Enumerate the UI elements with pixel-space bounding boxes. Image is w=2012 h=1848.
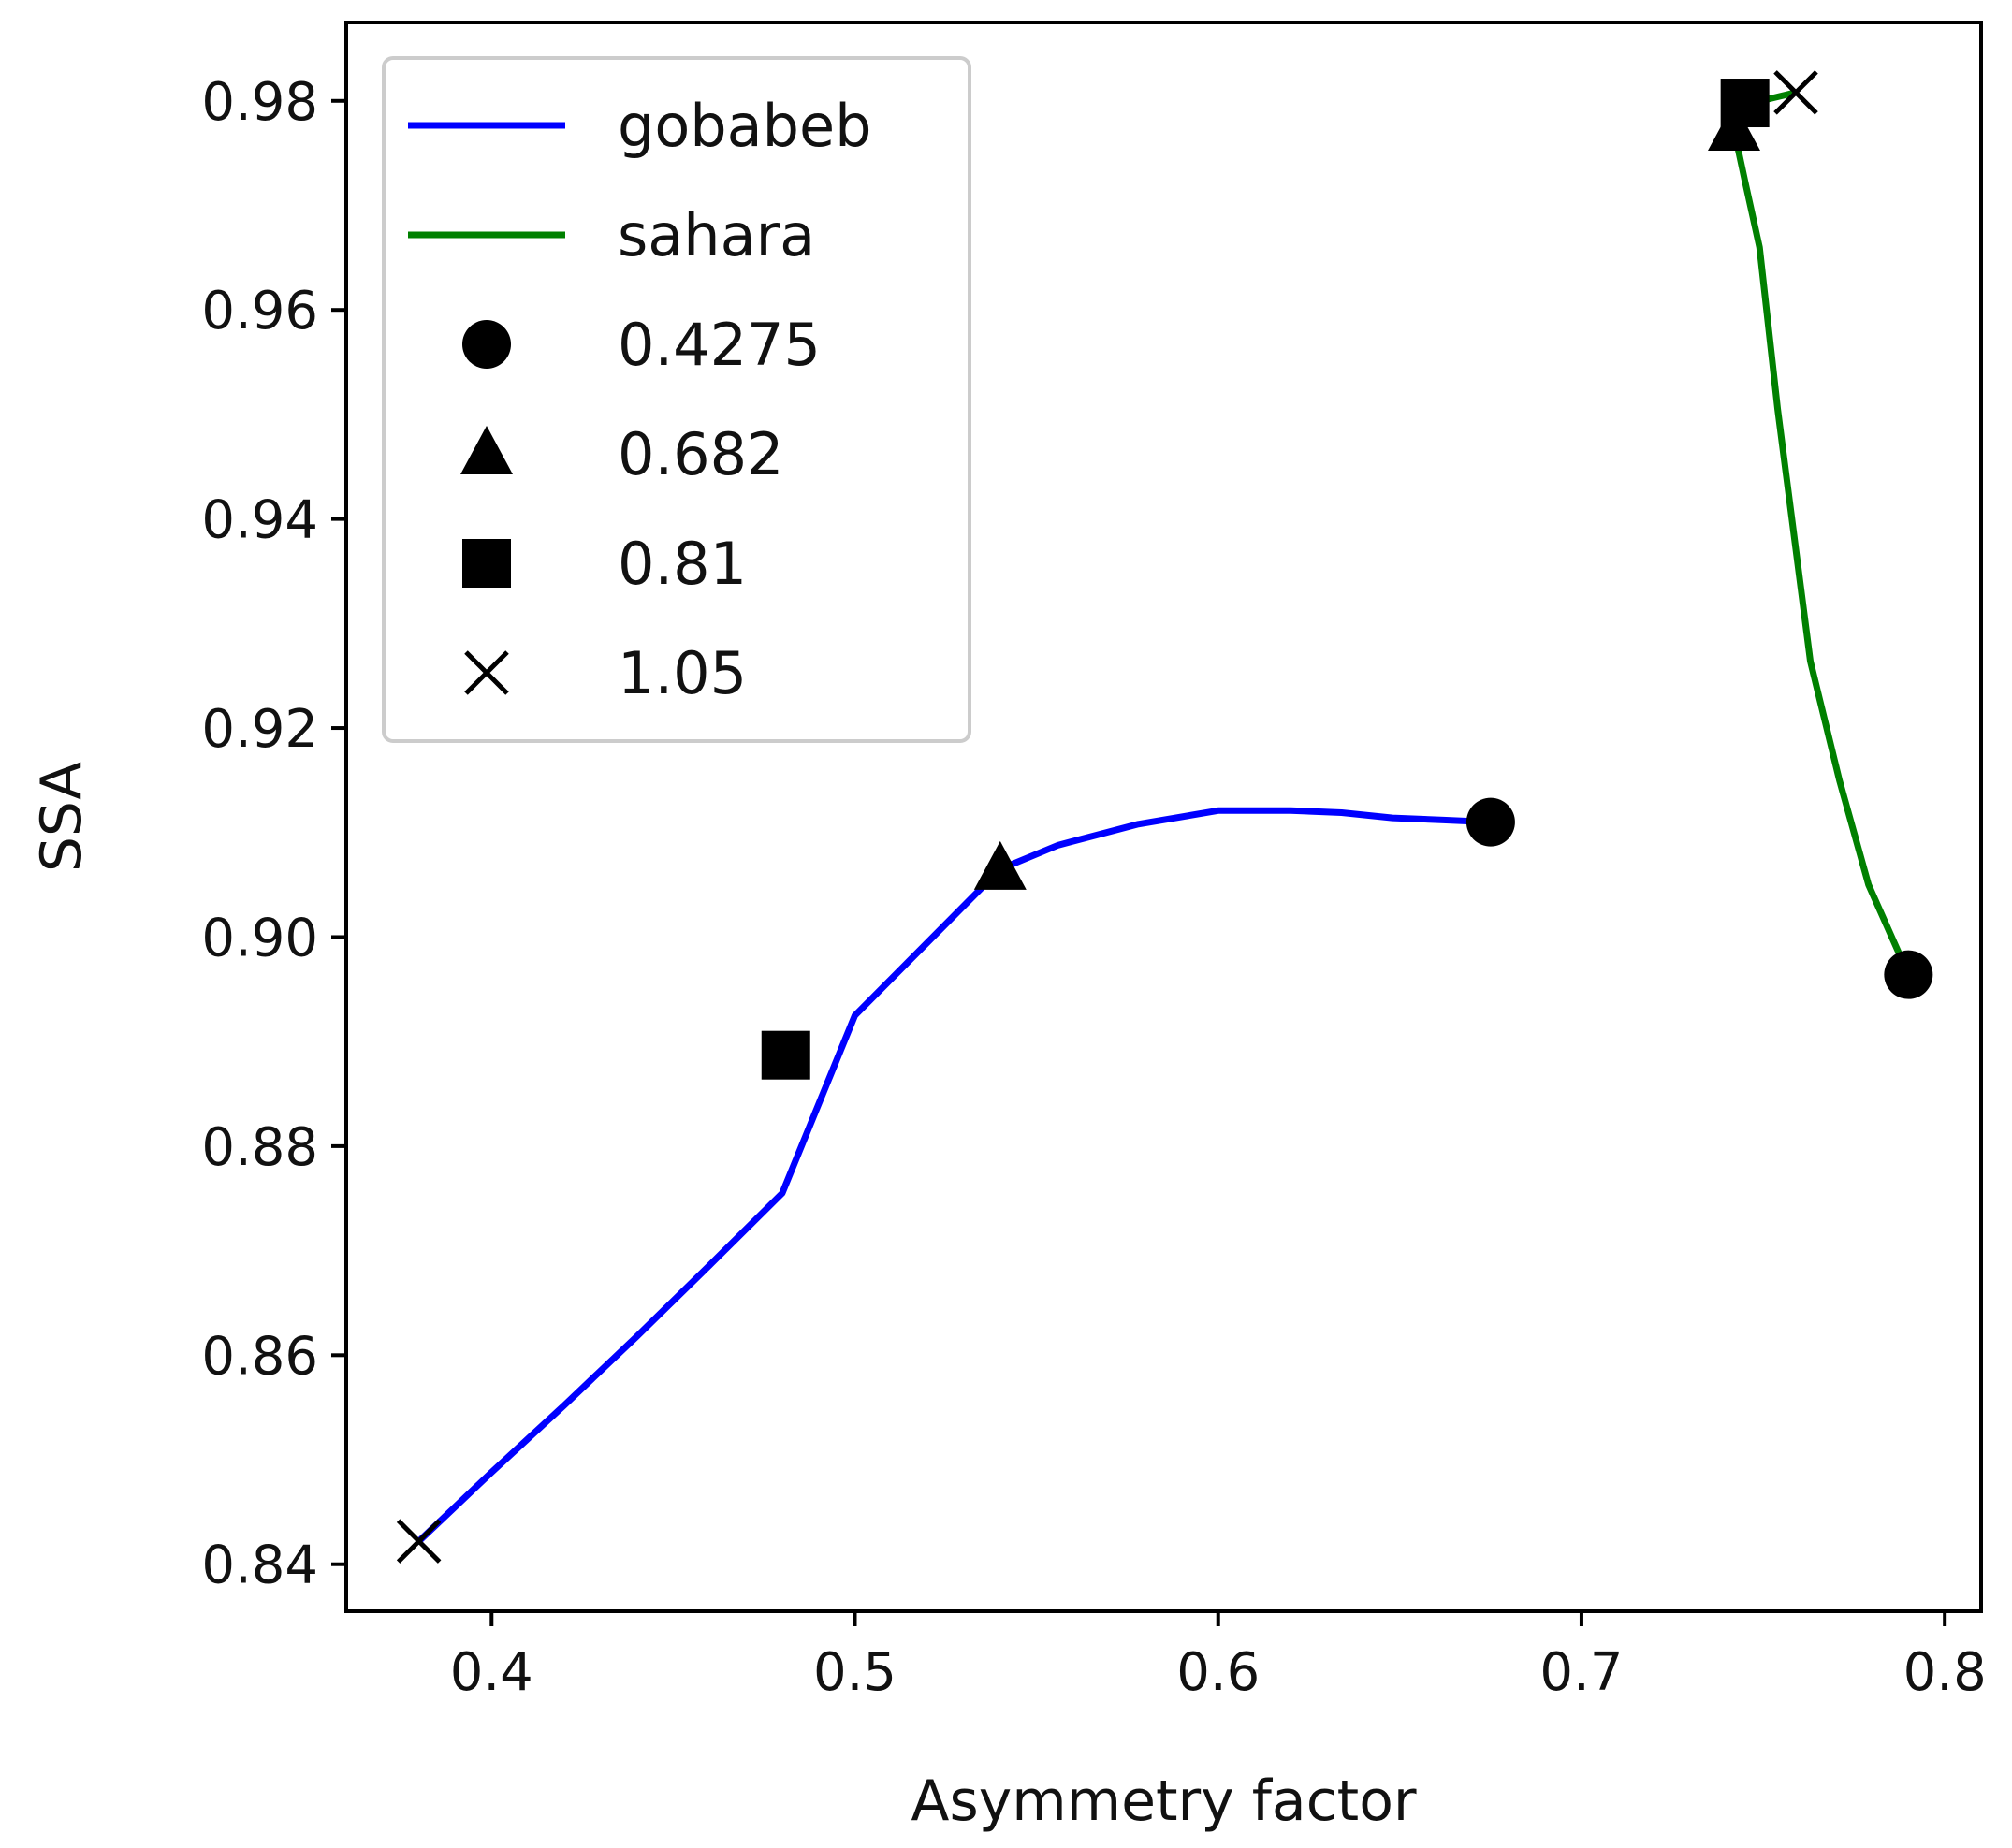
y-tick-label: 0.86	[201, 1326, 318, 1387]
marker-x-sahara	[1773, 70, 1818, 115]
legend-marker-circle	[462, 320, 511, 369]
legend-label: gobabeb	[618, 92, 872, 160]
marker-x-gobabeb	[396, 1519, 442, 1564]
legend-marker-square	[462, 539, 511, 588]
x-tick-label: 0.7	[1539, 1642, 1623, 1703]
y-axis-label: SSA	[29, 762, 95, 872]
legend-marker-x	[464, 650, 509, 695]
plot-markers	[396, 70, 1933, 1564]
x-axis-label: Asymmetry factor	[911, 1768, 1417, 1834]
legend-marker-triangle	[460, 426, 513, 474]
legend-label: 0.81	[618, 530, 747, 598]
y-tick-label: 0.90	[201, 908, 318, 968]
x-axis: 0.4 0.5 0.6 0.7 0.8	[450, 1611, 1987, 1703]
legend-label: 0.682	[618, 420, 784, 488]
y-tick-label: 0.84	[201, 1535, 318, 1596]
legend-label: sahara	[618, 201, 815, 269]
plot-frame	[344, 21, 1983, 1613]
marker-circle-sahara	[1884, 950, 1933, 999]
legend-label: 0.4275	[618, 311, 821, 379]
y-tick-label: 0.94	[201, 490, 318, 551]
x-tick-label: 0.6	[1176, 1642, 1260, 1703]
y-tick-label: 0.88	[201, 1117, 318, 1178]
y-axis: 0.84 0.86 0.88 0.90 0.92 0.94 0.96 0.98	[201, 72, 346, 1596]
y-tick-label: 0.96	[201, 281, 318, 342]
legend-label: 1.05	[618, 639, 747, 707]
marker-triangle-gobabeb	[973, 840, 1027, 890]
y-tick-label: 0.92	[201, 699, 318, 760]
marker-square-sahara	[1720, 79, 1770, 128]
legend: gobabeb sahara 0.4275 0.682 0.81 1.05	[382, 56, 971, 743]
x-tick-label: 0.5	[813, 1642, 897, 1703]
y-tick-label: 0.98	[201, 72, 318, 133]
x-tick-label: 0.4	[450, 1642, 533, 1703]
legend-box	[382, 56, 971, 743]
x-tick-label: 0.8	[1903, 1642, 1987, 1703]
marker-square-gobabeb	[761, 1030, 810, 1080]
marker-circle-gobabeb	[1465, 797, 1515, 847]
